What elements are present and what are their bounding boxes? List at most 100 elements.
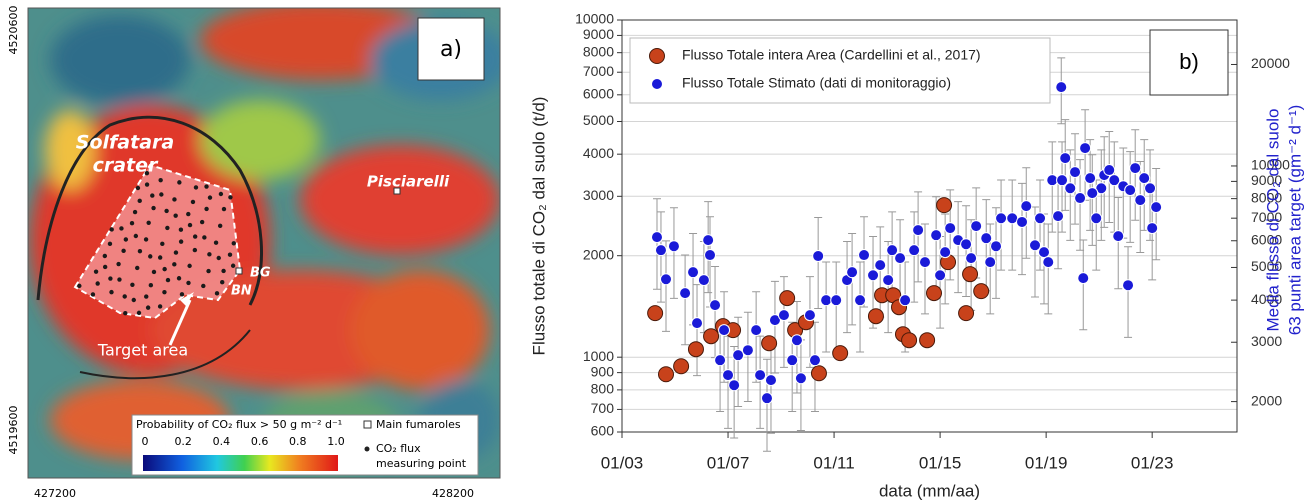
- northing-label: 4519600: [7, 406, 20, 455]
- measuring-point: [108, 276, 113, 281]
- data-point: [962, 266, 979, 283]
- data-point: [786, 354, 799, 367]
- y2-tick-label: 20000: [1251, 55, 1290, 71]
- data-point: [908, 244, 921, 257]
- measuring-point: [207, 252, 212, 257]
- data-point: [650, 231, 663, 244]
- measuring-point: [192, 247, 198, 253]
- data-point: [820, 294, 833, 307]
- measuring-point: [206, 268, 211, 274]
- measuring-point: [157, 255, 163, 260]
- data-point: [794, 372, 807, 385]
- data-point: [687, 341, 704, 358]
- data-point: [790, 334, 803, 347]
- panel-label-box: [1149, 29, 1229, 96]
- measuring-point: [137, 248, 143, 254]
- measuring-point: [221, 268, 226, 274]
- measuring-point: [230, 263, 236, 268]
- error-bar: [681, 254, 690, 346]
- x-tick-label: 01/23: [1131, 453, 1174, 472]
- data-point: [750, 324, 763, 337]
- measuring-point: [173, 213, 178, 218]
- data-point: [1108, 174, 1121, 187]
- measuring-point: [136, 310, 142, 316]
- data-point: [867, 308, 884, 325]
- crater-label: crater: [93, 155, 159, 177]
- legend-marker: [651, 78, 663, 90]
- data-point: [1034, 212, 1047, 225]
- data-point: [754, 369, 767, 382]
- data-point: [1103, 164, 1116, 177]
- data-point: [995, 212, 1008, 225]
- measuring-point: [122, 294, 127, 299]
- error-bar: [796, 339, 805, 432]
- data-point: [741, 344, 754, 357]
- measuring-point: [144, 182, 150, 187]
- legend-label: measuring point: [376, 457, 467, 470]
- measuring-point: [109, 227, 114, 232]
- y-tick-label: 2000: [583, 246, 614, 262]
- measuring-point: [164, 208, 169, 214]
- data-point: [761, 392, 774, 405]
- data-point: [812, 250, 825, 263]
- colorbar-tick-label: 0.6: [251, 435, 269, 448]
- error-bar: [884, 241, 893, 334]
- y-tick-label: 6000: [583, 86, 614, 102]
- y2-tick-label: 5000: [1251, 258, 1282, 274]
- measuring-point: [151, 205, 156, 211]
- error-bar: [1131, 129, 1140, 221]
- error-bar: [920, 223, 929, 315]
- data-point: [704, 249, 717, 262]
- data-point: [1129, 162, 1142, 175]
- measuring-point: [158, 177, 163, 183]
- legend-label: Flusso Totale Stimato (dati di monitorag…: [682, 75, 951, 91]
- measuring-point: [90, 292, 96, 297]
- measuring-point: [123, 237, 129, 242]
- data-point: [654, 244, 667, 257]
- data-point: [965, 252, 978, 265]
- colorbar: [143, 455, 338, 471]
- measuring-point: [144, 170, 150, 176]
- error-bar: [962, 205, 971, 298]
- data-point: [1084, 172, 1097, 185]
- measuring-point: [186, 280, 191, 286]
- error-bar: [1152, 168, 1161, 261]
- x-tick-label: 01/19: [1025, 453, 1068, 472]
- data-point: [926, 285, 943, 302]
- data-point: [894, 252, 907, 265]
- measuring-point: [199, 219, 205, 225]
- measuring-point: [227, 252, 233, 257]
- map-panel: a) Solfatara crater Pisciarelli BG BN Ta…: [7, 6, 501, 500]
- data-point: [1134, 194, 1147, 207]
- measuring-point: [93, 269, 99, 274]
- measuring-point: [145, 305, 151, 310]
- y-tick-label: 10000: [575, 11, 614, 27]
- measuring-point: [121, 248, 126, 254]
- error-bar: [954, 201, 963, 294]
- error-bar: [982, 199, 991, 292]
- data-point: [1090, 212, 1103, 225]
- measuring-point: [216, 255, 221, 261]
- measuring-point: [165, 225, 170, 231]
- measuring-point: [77, 283, 82, 289]
- measuring-point: [176, 276, 182, 281]
- colorbar-tick-label: 0: [142, 435, 149, 448]
- error-bar: [1044, 223, 1053, 315]
- northing-label: 4520600: [7, 6, 20, 55]
- y-tick-label: 1000: [583, 348, 614, 364]
- data-point: [936, 197, 953, 214]
- measuring-point: [133, 233, 139, 239]
- data-point: [1074, 192, 1087, 205]
- data-point: [886, 244, 899, 257]
- y2-axis-label: 63 punti area target (gm⁻² d⁻¹): [1285, 105, 1304, 336]
- measuring-point: [192, 234, 198, 239]
- measuring-point: [193, 185, 199, 190]
- data-point: [1077, 272, 1090, 285]
- measuring-point: [231, 241, 236, 246]
- error-bar: [1066, 149, 1075, 241]
- error-bar: [972, 187, 981, 279]
- error-bar: [706, 216, 715, 308]
- data-point: [718, 324, 731, 337]
- measuring-point: [146, 220, 151, 225]
